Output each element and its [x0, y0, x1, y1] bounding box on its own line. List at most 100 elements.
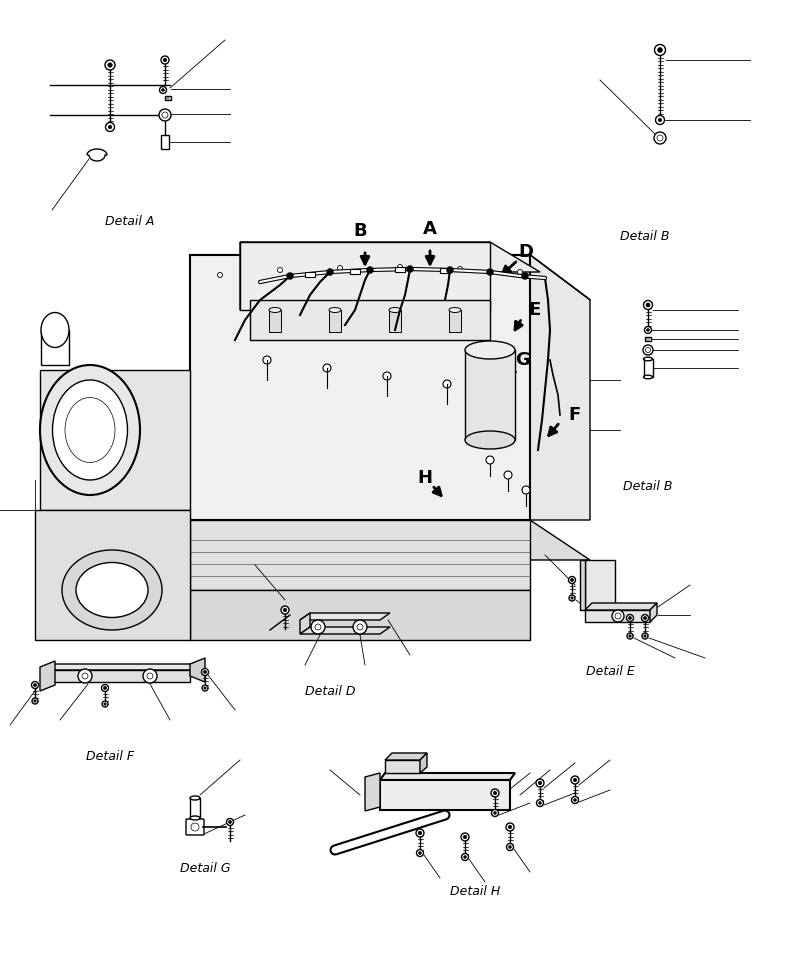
Circle shape: [571, 776, 579, 784]
Polygon shape: [50, 670, 190, 682]
Text: E: E: [528, 301, 540, 319]
Circle shape: [492, 809, 498, 816]
Text: A: A: [423, 220, 437, 238]
Circle shape: [646, 303, 650, 307]
Ellipse shape: [40, 365, 140, 495]
Ellipse shape: [76, 562, 148, 618]
Circle shape: [572, 797, 578, 803]
Circle shape: [447, 266, 454, 274]
Circle shape: [32, 698, 38, 704]
Ellipse shape: [329, 308, 341, 313]
Circle shape: [521, 273, 528, 280]
Circle shape: [163, 58, 167, 62]
Circle shape: [34, 700, 36, 702]
Polygon shape: [190, 590, 530, 640]
Polygon shape: [385, 760, 420, 773]
Text: Detail G: Detail G: [180, 862, 230, 875]
Bar: [644, 359, 653, 377]
Circle shape: [493, 811, 497, 814]
Circle shape: [463, 856, 466, 859]
Circle shape: [615, 613, 621, 619]
Circle shape: [508, 846, 512, 848]
Circle shape: [491, 789, 499, 797]
Circle shape: [228, 821, 231, 824]
Circle shape: [461, 833, 469, 841]
Polygon shape: [240, 242, 540, 272]
Circle shape: [143, 669, 157, 683]
Circle shape: [357, 624, 363, 630]
Circle shape: [508, 825, 512, 829]
Polygon shape: [190, 520, 250, 590]
Ellipse shape: [190, 816, 200, 820]
Bar: [41, 330, 69, 365]
Circle shape: [539, 802, 542, 804]
Polygon shape: [365, 773, 380, 811]
Circle shape: [493, 791, 497, 795]
Circle shape: [644, 635, 646, 637]
Circle shape: [571, 597, 573, 599]
Circle shape: [643, 345, 653, 355]
Ellipse shape: [644, 376, 653, 378]
Circle shape: [463, 835, 466, 839]
Circle shape: [406, 265, 413, 273]
Circle shape: [101, 684, 109, 691]
Polygon shape: [87, 149, 107, 161]
Circle shape: [629, 635, 631, 637]
Circle shape: [570, 579, 573, 582]
Polygon shape: [190, 520, 590, 560]
Bar: [350, 269, 360, 274]
Circle shape: [162, 112, 168, 118]
Circle shape: [367, 266, 374, 274]
Circle shape: [626, 615, 634, 621]
Circle shape: [32, 681, 39, 688]
Circle shape: [204, 687, 206, 689]
Circle shape: [323, 364, 331, 372]
Polygon shape: [420, 753, 427, 773]
Ellipse shape: [269, 308, 281, 313]
Circle shape: [263, 356, 271, 364]
Circle shape: [202, 685, 208, 691]
Circle shape: [539, 781, 542, 785]
Ellipse shape: [65, 398, 115, 463]
Text: D: D: [519, 243, 534, 261]
Circle shape: [654, 132, 666, 144]
Polygon shape: [585, 610, 650, 622]
Circle shape: [418, 832, 422, 834]
Circle shape: [657, 47, 662, 52]
Ellipse shape: [644, 357, 653, 361]
Circle shape: [78, 669, 92, 683]
Circle shape: [353, 620, 367, 634]
Circle shape: [507, 843, 513, 851]
Polygon shape: [380, 780, 510, 810]
Circle shape: [506, 823, 514, 831]
Polygon shape: [40, 661, 55, 691]
Circle shape: [104, 686, 107, 689]
Circle shape: [104, 703, 106, 706]
Circle shape: [569, 595, 575, 601]
Circle shape: [82, 673, 88, 679]
Polygon shape: [40, 370, 190, 510]
Polygon shape: [35, 510, 190, 640]
Circle shape: [443, 380, 451, 388]
Circle shape: [102, 701, 108, 707]
Polygon shape: [190, 658, 205, 682]
Text: Detail A: Detail A: [105, 215, 154, 228]
Circle shape: [642, 615, 649, 621]
Circle shape: [504, 471, 512, 479]
Ellipse shape: [190, 796, 200, 800]
Bar: [161, 135, 169, 149]
Circle shape: [383, 372, 391, 380]
Circle shape: [147, 673, 153, 679]
Polygon shape: [380, 773, 515, 780]
Circle shape: [161, 56, 169, 64]
Bar: [645, 337, 651, 342]
Circle shape: [109, 125, 112, 129]
Polygon shape: [300, 613, 390, 620]
Circle shape: [191, 823, 199, 831]
Circle shape: [658, 118, 662, 122]
Bar: [449, 310, 461, 332]
Polygon shape: [580, 560, 585, 610]
Polygon shape: [240, 242, 490, 310]
Text: Detail B: Detail B: [620, 230, 670, 243]
Circle shape: [417, 850, 424, 857]
